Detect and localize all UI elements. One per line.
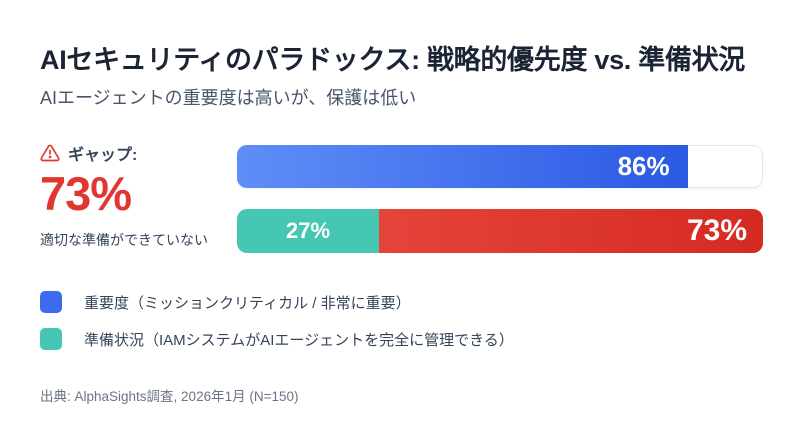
legend-item-readiness: 準備状況（IAMシステムがAIエージェントを完全に管理できる）: [40, 328, 514, 350]
gap-description: 適切な準備ができていない: [40, 231, 208, 248]
readiness-bar: 27% 73%: [237, 209, 763, 253]
gap-segment-value-label: 73%: [686, 214, 747, 247]
readiness-value-label: 27%: [285, 218, 331, 243]
bar-chart: 86% 27% 73%: [237, 145, 763, 253]
warning-triangle-icon: [40, 144, 60, 162]
legend-label-priority: 重要度（ミッションクリティカル / 非常に重要）: [84, 294, 411, 312]
legend: 重要度（ミッションクリティカル / 非常に重要） 準備状況（IAMシステムがAI…: [40, 291, 514, 365]
readiness-segment: 27%: [237, 209, 380, 253]
priority-bar-track: 86%: [237, 145, 763, 188]
gap-callout: ギャップ: 73% 適切な準備ができていない: [40, 141, 230, 250]
readiness-swatch-icon: [40, 328, 62, 350]
gap-label: ギャップ:: [68, 147, 138, 164]
gap-value: 73%: [40, 167, 132, 220]
priority-bar-fill: 86%: [237, 145, 688, 188]
source-note: 出典: AlphaSights調査, 2026年1月 (N=150): [40, 389, 299, 404]
gap-callout-header: ギャップ:: [40, 141, 230, 165]
page-subtitle: AIエージェントの重要度は高いが、保護は低い: [40, 88, 417, 108]
legend-label-readiness: 準備状況（IAMシステムがAIエージェントを完全に管理できる）: [84, 331, 514, 349]
legend-item-priority: 重要度（ミッションクリティカル / 非常に重要）: [40, 291, 514, 313]
priority-swatch-icon: [40, 291, 62, 313]
priority-bar-value-label: 86%: [617, 151, 670, 181]
gap-segment: 73%: [379, 209, 763, 253]
page-title: AIセキュリティのパラドックス: 戦略的優先度 vs. 準備状況: [40, 45, 745, 75]
